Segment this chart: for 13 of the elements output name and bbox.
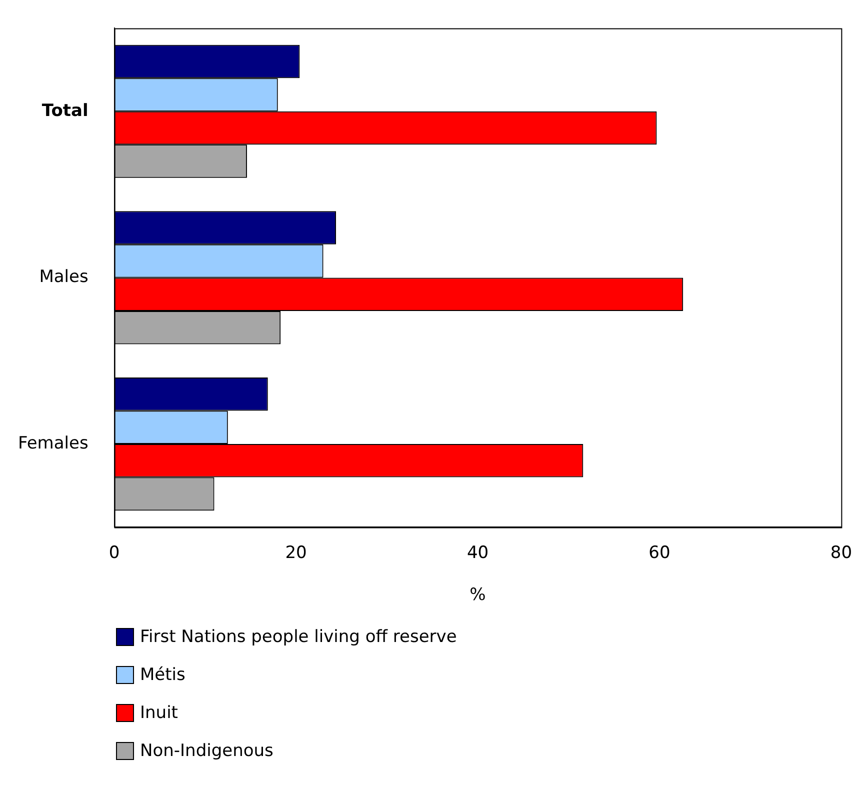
x-tick-label: 20 — [285, 542, 307, 563]
legend-label: Non-Indigenous — [140, 741, 274, 761]
legend-label: Inuit — [140, 703, 178, 723]
y-tick-label: Total — [42, 100, 88, 121]
y-tick-label: Females — [18, 433, 88, 454]
x-axis-title: % — [470, 585, 486, 606]
x-tick-label: 40 — [466, 542, 489, 563]
legend-label: First Nations people living off reserve — [140, 627, 457, 647]
x-tick-label: 60 — [648, 542, 670, 563]
legend-label: Métis — [140, 665, 186, 685]
x-tick-label: 80 — [830, 542, 852, 563]
x-tick-label: 0 — [108, 542, 120, 563]
y-tick-label: Males — [39, 267, 88, 288]
